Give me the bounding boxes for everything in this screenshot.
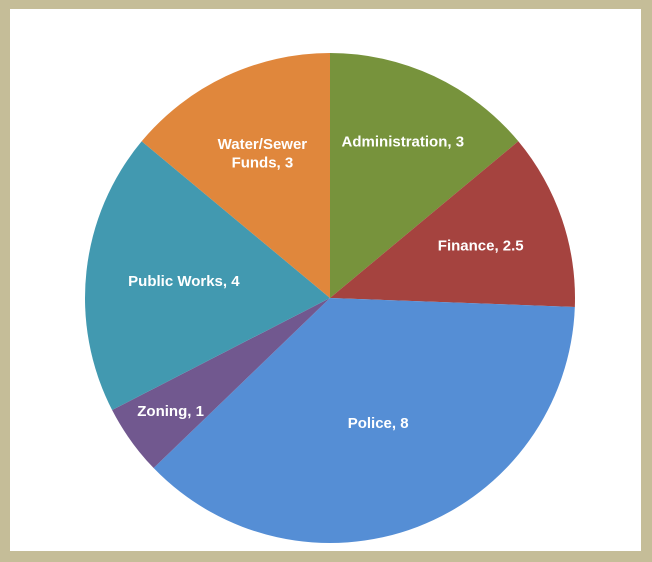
data-label: Police, 8 <box>348 415 409 432</box>
pie-slice <box>141 53 330 298</box>
pie-slice <box>330 141 575 307</box>
data-label: Finance, 2.5 <box>438 238 524 255</box>
pie-slice <box>153 298 575 543</box>
pie-slice <box>85 141 331 411</box>
data-label: Administration, 3 <box>342 134 465 151</box>
pie-slice <box>330 53 519 298</box>
data-label: Water/Sewer Funds, 3 <box>218 136 308 172</box>
data-label: Public Works, 4 <box>128 273 240 290</box>
pie-slice <box>112 298 330 469</box>
data-label: Zoning, 1 <box>137 403 204 420</box>
